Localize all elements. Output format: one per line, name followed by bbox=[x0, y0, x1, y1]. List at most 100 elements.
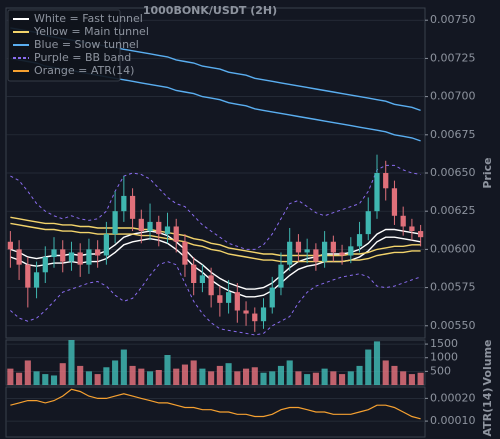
volume-bar bbox=[173, 368, 180, 385]
volume-bar bbox=[295, 371, 302, 385]
volume-bar bbox=[321, 368, 328, 385]
volume-bar bbox=[59, 363, 66, 385]
y-tick-label: 0.00600 bbox=[430, 242, 476, 255]
panel-frame bbox=[5, 386, 426, 438]
volume-bar bbox=[129, 365, 136, 385]
candle-body bbox=[68, 252, 75, 262]
candle-body bbox=[191, 264, 197, 283]
volume-bar bbox=[208, 371, 215, 385]
candle-body bbox=[51, 249, 57, 258]
y-tick-label: 1500 bbox=[430, 337, 458, 350]
candle-body bbox=[365, 211, 371, 235]
y-tick-label: 0.00675 bbox=[430, 128, 476, 141]
volume-bar bbox=[24, 360, 31, 385]
candle-body bbox=[269, 287, 275, 308]
candle-body bbox=[313, 249, 319, 262]
candle-body bbox=[129, 195, 136, 219]
volume-bar bbox=[216, 365, 223, 385]
volume-bar bbox=[400, 371, 407, 385]
candle-body bbox=[383, 173, 389, 189]
volume-bar bbox=[347, 371, 354, 385]
volume-bar bbox=[225, 363, 232, 385]
candle-body bbox=[112, 211, 118, 235]
volume-bar bbox=[251, 367, 258, 385]
volume-bar bbox=[85, 371, 92, 385]
candle-body bbox=[287, 241, 293, 265]
volume-bar bbox=[77, 365, 84, 385]
y-tick-label: 0.00700 bbox=[430, 90, 476, 103]
candle-body bbox=[121, 195, 127, 212]
candle-body bbox=[173, 226, 179, 242]
candle-body bbox=[103, 234, 110, 256]
candle-body bbox=[33, 272, 40, 288]
volume-bar bbox=[181, 364, 189, 385]
legend-label: White = Fast tunnel bbox=[34, 12, 143, 25]
volume-bar bbox=[146, 371, 154, 385]
candle-body bbox=[260, 307, 267, 322]
candle-body bbox=[60, 249, 66, 262]
volume-bar bbox=[199, 368, 206, 385]
candle-body bbox=[77, 252, 83, 265]
candle-body bbox=[199, 275, 206, 283]
volume-bar bbox=[112, 360, 119, 385]
candle-body bbox=[208, 275, 214, 296]
legend-box bbox=[7, 9, 121, 82]
candle-body bbox=[164, 226, 171, 235]
volume-bar bbox=[155, 370, 162, 385]
volume-bar bbox=[242, 368, 250, 385]
volume-bar bbox=[330, 371, 337, 385]
y-tick-label: 1000 bbox=[430, 351, 458, 364]
candle-body bbox=[374, 173, 380, 212]
candle-body bbox=[418, 231, 424, 238]
volume-bar bbox=[356, 365, 363, 385]
volume-bar bbox=[68, 340, 75, 385]
volume-bar bbox=[50, 375, 58, 385]
candle-body bbox=[330, 241, 336, 253]
y-tick-label: 0.00650 bbox=[430, 166, 476, 179]
volume-bar bbox=[260, 372, 267, 385]
candle-body bbox=[86, 249, 92, 265]
volume-bar bbox=[138, 368, 145, 385]
y-axis-label: ATR(14) bbox=[481, 388, 494, 437]
candle-body bbox=[243, 310, 249, 314]
volume-bar bbox=[286, 360, 293, 385]
candle-body bbox=[409, 226, 415, 232]
candle-body bbox=[252, 313, 258, 322]
volume-bar bbox=[269, 371, 276, 385]
volume-bar bbox=[42, 374, 49, 385]
candle-body bbox=[42, 257, 48, 273]
candle-body bbox=[156, 221, 162, 235]
volume-bar bbox=[408, 374, 415, 385]
candle-body bbox=[295, 241, 302, 253]
candle-body bbox=[95, 249, 101, 256]
y-tick-label: 0.00020 bbox=[430, 391, 476, 404]
legend-label: Yellow = Main tunnel bbox=[33, 25, 149, 38]
panel-frame bbox=[5, 339, 426, 386]
candle-body bbox=[217, 295, 223, 303]
y-tick-label: 500 bbox=[430, 364, 451, 377]
line bbox=[10, 261, 421, 336]
volume-bar bbox=[164, 355, 171, 385]
legend-label: Orange = ATR(14) bbox=[34, 64, 134, 77]
volume-bar bbox=[120, 349, 127, 385]
volume-bar bbox=[190, 360, 197, 385]
chart-title: 1000BONK/USDT (2H) bbox=[143, 4, 277, 17]
y-axis-label: Volume bbox=[481, 340, 494, 386]
volume-bar bbox=[234, 371, 241, 385]
y-tick-label: 0.00625 bbox=[430, 204, 476, 217]
candle-body bbox=[304, 249, 310, 253]
line bbox=[10, 222, 421, 263]
volume-bar bbox=[312, 372, 319, 385]
candle-body bbox=[321, 241, 328, 262]
candle-body bbox=[7, 241, 13, 250]
volume-bar bbox=[304, 374, 311, 385]
legend-label: Blue = Slow tunnel bbox=[34, 38, 139, 51]
line bbox=[10, 164, 421, 250]
candle-body bbox=[356, 234, 363, 247]
line bbox=[10, 388, 421, 420]
y-tick-label: 0.00575 bbox=[430, 281, 476, 294]
legend-label: Purple = BB band bbox=[34, 51, 131, 64]
candle-body bbox=[234, 292, 240, 311]
y-tick-label: 0.00550 bbox=[430, 319, 476, 332]
